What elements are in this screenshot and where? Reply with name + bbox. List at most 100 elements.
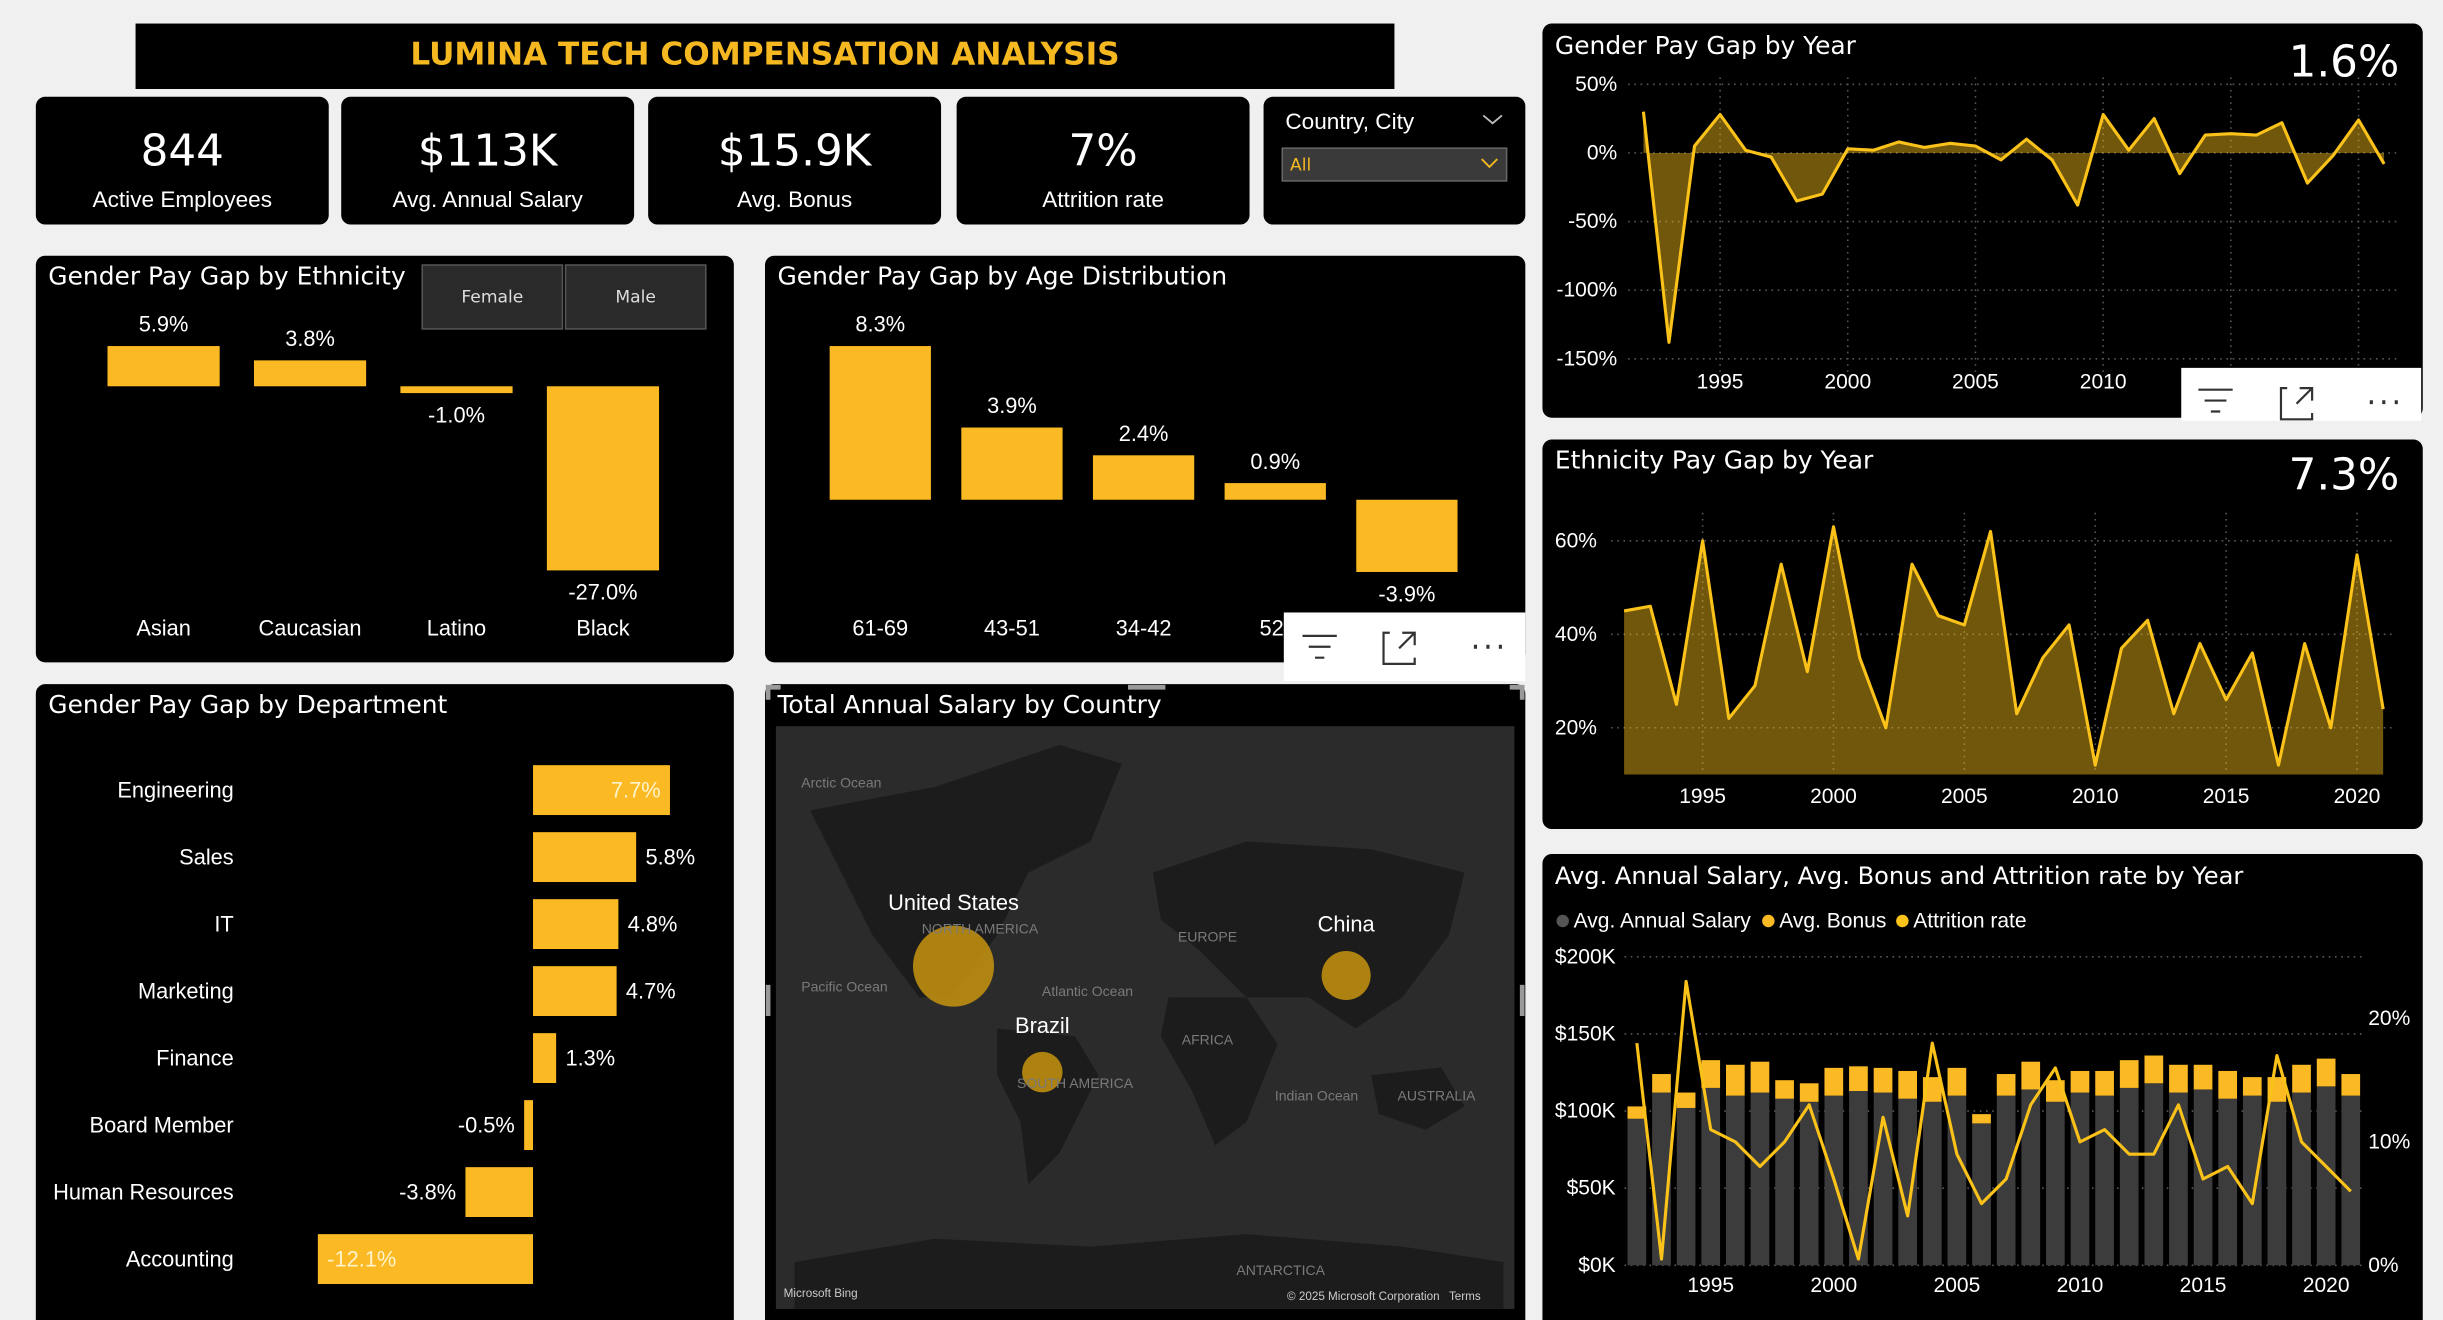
kpi-label: Active Employees (93, 187, 272, 212)
kpi-cards: 844 Active Employees $113K Avg. Annual S… (35, 96, 1250, 225)
bar (2070, 1092, 2090, 1266)
slicer[interactable]: Country, City All (1263, 96, 1526, 225)
title-bar (135, 23, 1395, 89)
bar (2267, 1101, 2287, 1266)
x-tick-label: Caucasian (259, 616, 362, 641)
dropdown[interactable] (1281, 147, 1508, 182)
x-tick-label: Latino (427, 616, 486, 641)
bar (2242, 1077, 2262, 1096)
y-tick-label: 20% (1555, 716, 1597, 739)
filter-icon[interactable] (1302, 634, 1337, 659)
bar (1701, 1087, 1721, 1266)
x-tick-label: 2010 (2057, 1274, 2104, 1297)
map-label: NORTH AMERICA (922, 921, 1039, 937)
x-tick-label: 1995 (1687, 1274, 1734, 1297)
dropdown-value: All (1290, 155, 1311, 175)
focus-icon[interactable] (2279, 387, 2314, 421)
headline: 7.3% (2289, 450, 2400, 500)
bar (533, 1033, 557, 1084)
bar (1775, 1080, 1794, 1099)
button-label: Male (615, 288, 656, 308)
data-label: 2.4% (1119, 421, 1169, 446)
x-tick-label: 2015 (2180, 1274, 2227, 1297)
legend-label: Avg. Annual Salary (1574, 909, 1752, 932)
bar (1972, 1114, 1991, 1124)
gender-slicer[interactable]: Female Male (421, 264, 707, 330)
y-tick-label: -100% (1556, 279, 1617, 302)
map-label: AFRICA (1182, 1031, 1234, 1047)
selection-frame (765, 684, 1525, 1017)
kpi-label: Attrition rate (1042, 187, 1164, 212)
focus-icon[interactable] (1382, 631, 1416, 665)
map-label: Atlantic Ocean (1042, 983, 1133, 999)
data-label: -12.1% (327, 1247, 396, 1272)
x-tick-label: Asian (136, 616, 191, 641)
header-bg (2181, 367, 2422, 421)
legend-marker (1556, 914, 1569, 928)
data-label: 1.3% (565, 1046, 615, 1071)
y-tick-label: Finance (156, 1046, 234, 1071)
bar (533, 832, 637, 883)
x-tick-label: 2020 (2303, 1274, 2350, 1297)
bar (1750, 1061, 1770, 1093)
bar (2292, 1064, 2311, 1093)
bar (2218, 1070, 2238, 1099)
data-label: 5.9% (139, 312, 189, 337)
kpi-card (956, 96, 1250, 225)
data-label: 5.8% (646, 845, 696, 870)
bar (829, 346, 931, 500)
bar (533, 765, 670, 816)
x-tick-label: 2020 (2334, 785, 2381, 808)
bar (1898, 1070, 1918, 1099)
y-tick-label: -50% (1568, 210, 1617, 233)
bar (1972, 1123, 1991, 1266)
y-tick-label: 50% (1575, 73, 1617, 96)
kpi-value: 844 (141, 126, 224, 176)
bar (524, 1100, 534, 1151)
bar (1627, 1106, 1647, 1119)
frame-corner (1509, 684, 1525, 700)
bar (533, 899, 619, 950)
y-tick-label: 0% (1587, 141, 1617, 164)
chart-title: Avg. Annual Salary, Avg. Bonus and Attri… (1555, 862, 2243, 890)
bar (2144, 1083, 2164, 1266)
bar (1849, 1066, 1868, 1091)
x-tick-label: 1995 (1679, 785, 1726, 808)
bar (1092, 455, 1195, 500)
chart-title: Gender Pay Gap by Ethnicity (48, 261, 405, 290)
bar (2070, 1070, 2090, 1093)
bar (253, 360, 367, 387)
x-tick-label: 2010 (2072, 785, 2119, 808)
bar (1224, 483, 1326, 500)
bar (1652, 1074, 1671, 1093)
bar (1775, 1098, 1794, 1266)
kpi-label: Avg. Annual Salary (392, 187, 583, 212)
bar (1725, 1064, 1745, 1096)
data-label: -3.8% (399, 1180, 456, 1205)
map-label: AUSTRALIA (1398, 1087, 1477, 1103)
slicer-button[interactable] (564, 264, 707, 330)
bar (533, 966, 617, 1017)
bubble (1321, 950, 1371, 1001)
y-tick-label: $0K (1578, 1254, 1615, 1277)
panel (1542, 23, 2423, 418)
filter-icon[interactable] (2198, 388, 2233, 413)
bar (1356, 499, 1458, 572)
map-label: EUROPE (1178, 929, 1237, 945)
bar (1725, 1095, 1745, 1266)
x-tick-label: 2005 (1952, 370, 1999, 393)
kpi-card (648, 96, 942, 225)
map-label: Microsoft Bing (784, 1287, 858, 1300)
bar (1750, 1092, 1770, 1266)
y-tick-label: 60% (1555, 529, 1597, 552)
bar (2292, 1092, 2311, 1266)
slicer-button[interactable] (421, 264, 564, 330)
slicer-label: Country, City (1285, 109, 1415, 134)
y2-tick-label: 0% (2368, 1254, 2398, 1277)
y-tick-label: $50K (1567, 1177, 1616, 1200)
bar (961, 427, 1063, 500)
landmass (794, 1234, 1504, 1309)
y2-tick-label: 10% (2368, 1130, 2410, 1153)
area (1643, 111, 2385, 343)
